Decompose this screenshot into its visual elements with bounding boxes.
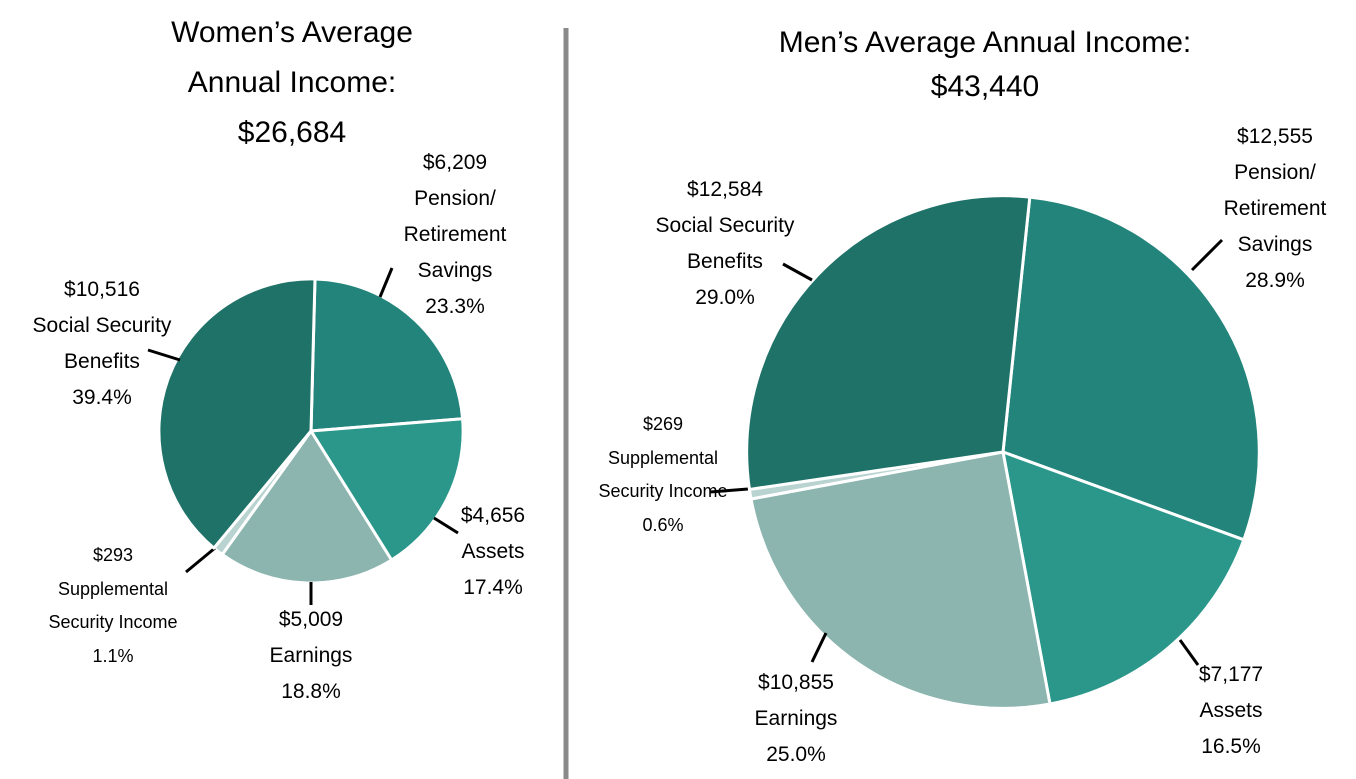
amount-label: $4,656 <box>460 504 526 527</box>
category-label: Social Security Benefits <box>32 314 172 373</box>
leader-line <box>378 267 394 298</box>
percent-label: 23.3% <box>425 295 485 318</box>
slice-label: $6,209 Pension/ Retirement Savings 23.3% <box>380 145 530 325</box>
amount-label: $10,516 <box>64 278 140 301</box>
pie-slice <box>309 417 465 562</box>
chart-title: Women’s Average Annual Income: <box>171 16 413 99</box>
pie-slice <box>745 194 1032 491</box>
amount-label: $10,855 <box>758 671 834 694</box>
category-label: Supplemental Security Income <box>598 447 728 502</box>
slice-label: $293 Supplemental Security Income 1.1% <box>28 539 198 673</box>
amount-label: $12,584 <box>687 178 763 201</box>
percent-label: 17.4% <box>463 576 523 599</box>
category-label: Pension/ Retirement Savings <box>1223 161 1327 256</box>
percent-label: 25.0% <box>766 743 826 766</box>
leader-line <box>185 546 216 574</box>
pie-slice <box>220 429 394 585</box>
amount-label: $269 <box>642 414 684 434</box>
slice-label: $12,555 Pension/ Retirement Savings 28.9% <box>1200 119 1350 299</box>
pie-slice <box>157 277 317 550</box>
chart-title: Men’s Average Annual Income: <box>778 26 1192 59</box>
amount-label: $6,209 <box>422 151 488 174</box>
pie-slice <box>309 277 465 433</box>
leader-line <box>782 262 813 282</box>
amount-label: $12,555 <box>1237 125 1313 148</box>
chart-total: $26,684 <box>237 116 347 149</box>
slice-label: $4,656 Assets 17.4% <box>438 498 548 606</box>
slice-label: $12,584 Social Security Benefits 29.0% <box>645 172 805 316</box>
category-label: Assets <box>461 540 525 563</box>
amount-label: $7,177 <box>1198 663 1264 686</box>
percent-label: 16.5% <box>1201 735 1261 758</box>
amount-label: $293 <box>92 545 134 565</box>
leader-line <box>1178 639 1200 666</box>
category-label: Pension/ Retirement Savings <box>403 187 507 282</box>
pie-slice <box>1001 450 1246 706</box>
percent-label: 39.4% <box>72 386 132 409</box>
slice-label: $7,177 Assets 16.5% <box>1176 657 1286 765</box>
percent-label: 18.8% <box>281 680 341 703</box>
percent-label: 1.1% <box>92 645 134 666</box>
pie-slice <box>1001 195 1261 542</box>
category-label: Social Security Benefits <box>655 214 795 273</box>
leader-line <box>1190 238 1224 272</box>
pie-slice <box>749 450 1052 710</box>
percent-label: 29.0% <box>695 286 755 309</box>
leader-line <box>810 632 828 663</box>
slice-label: $5,009 Earnings 18.8% <box>241 602 381 710</box>
category-label: Assets <box>1199 699 1263 722</box>
category-label: Earnings <box>754 707 838 730</box>
leader-line <box>433 516 459 535</box>
category-label: Earnings <box>269 644 353 667</box>
chart-total: $43,440 <box>930 70 1040 103</box>
percent-label: 28.9% <box>1245 269 1305 292</box>
leader-line <box>709 487 749 494</box>
slice-label: $269 Supplemental Security Income 0.6% <box>578 408 748 542</box>
slice-label: $10,855 Earnings 25.0% <box>726 665 866 773</box>
amount-label: $5,009 <box>278 608 344 631</box>
category-label: Supplemental Security Income <box>48 578 178 633</box>
leader-line <box>147 348 181 362</box>
percent-label: 0.6% <box>642 514 684 535</box>
slice-label: $10,516 Social Security Benefits 39.4% <box>22 272 182 416</box>
